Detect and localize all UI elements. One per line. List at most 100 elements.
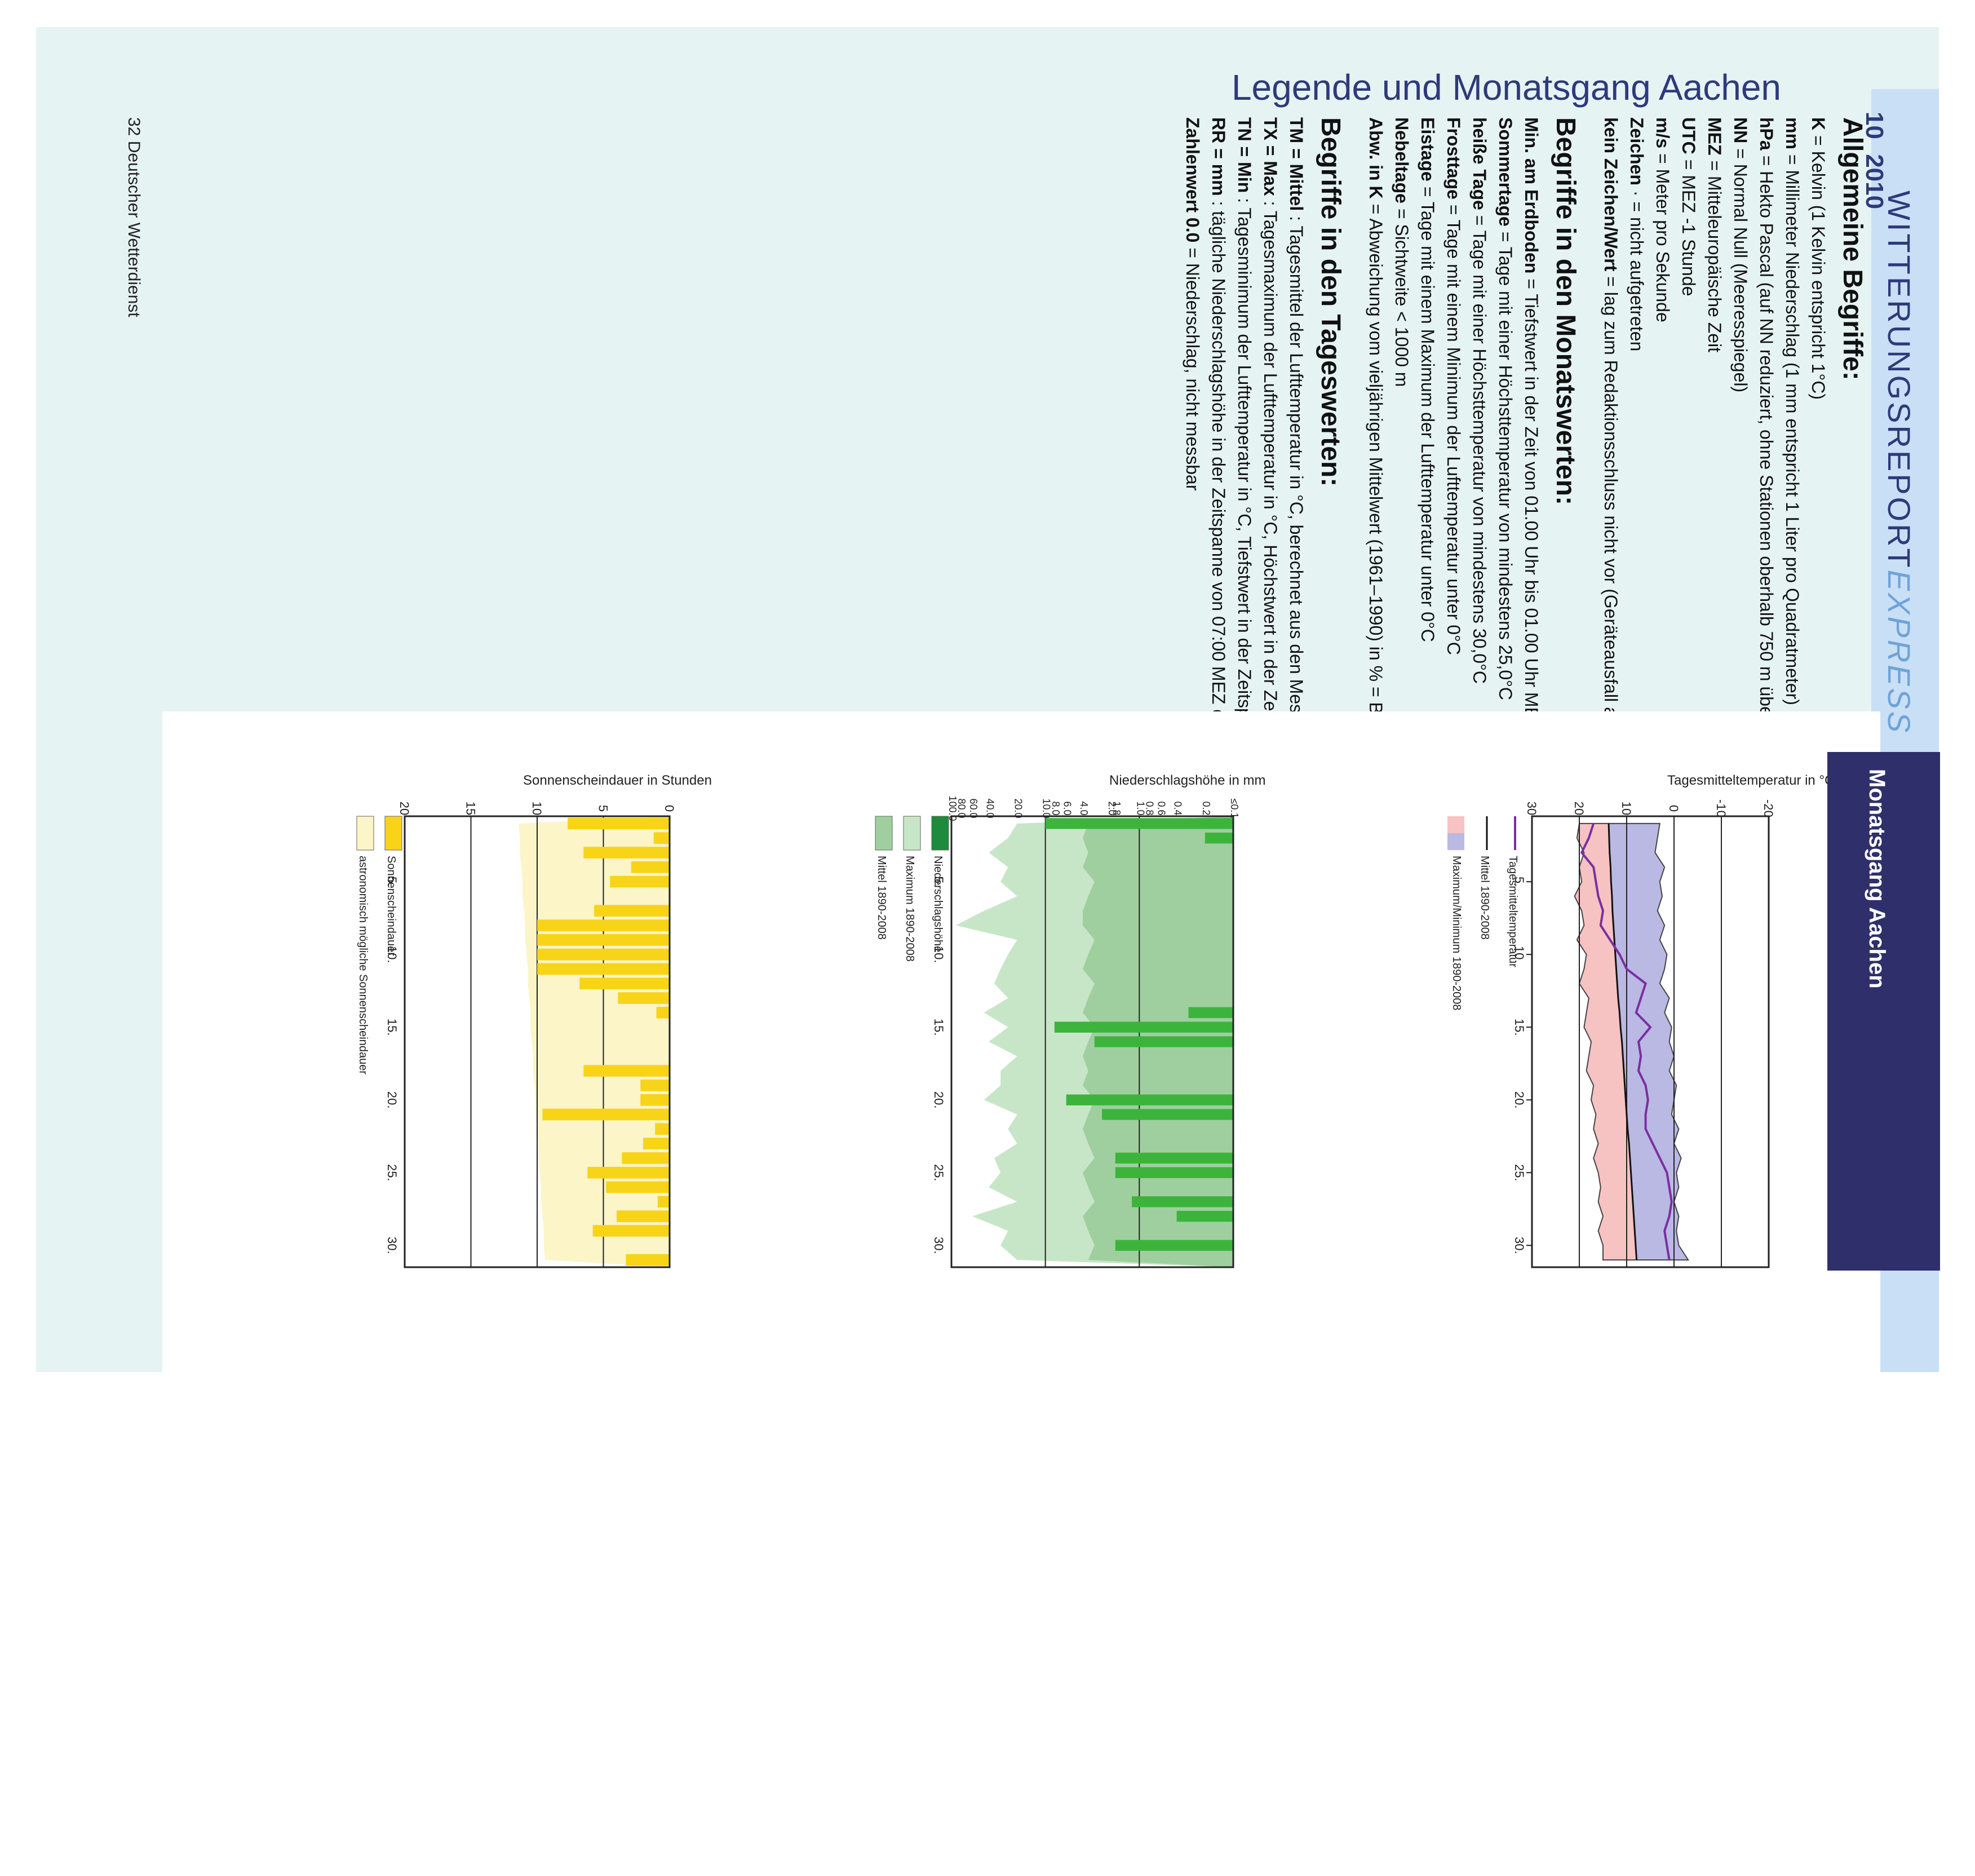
definition-text: = Kelvin (1 Kelvin entspricht 1°C) xyxy=(1808,130,1828,400)
sun-bar xyxy=(640,1094,670,1106)
x-tick-label: 25. xyxy=(1512,1164,1526,1182)
definition-term: Frosttage xyxy=(1443,117,1464,200)
brand-accent: EXPRESS xyxy=(1881,569,1917,735)
x-tick-label: 25. xyxy=(932,1164,946,1182)
y-tick-label: 15 xyxy=(464,802,478,815)
sun-bar xyxy=(617,1210,670,1222)
precip-bar xyxy=(1045,818,1233,829)
sun-bar xyxy=(643,1138,670,1149)
sunshine-chart: 0 5 10 15 20 5. 10. 15. 20. 25. 30. Sonnenscheindau… xyxy=(356,773,712,1268)
definition-text: = Tage mit einer Höchsttemperatur von mi… xyxy=(1495,226,1516,701)
definition-term: m/s xyxy=(1653,117,1673,149)
chart-title: Sonnenscheindauer in Stunden xyxy=(523,773,712,788)
legend-label: Mittel 1890-2008 xyxy=(875,856,888,940)
definition-term: kein Zeichen/Wert xyxy=(1601,117,1621,272)
chart-title: Tagesmitteltemperatur in °C xyxy=(1667,773,1834,788)
sun-bar xyxy=(537,934,670,946)
definition-text: = Sichtweite < 1000 m xyxy=(1392,203,1412,387)
sun-bar xyxy=(579,977,670,990)
page-title: Legende und Monatsgang Aachen xyxy=(1231,67,1781,108)
sun-bar xyxy=(631,861,670,873)
monatsgang-banner: Monatsgang Aachen xyxy=(1827,752,1940,1271)
y-tick-label: 30 xyxy=(1525,802,1539,815)
precip-bar xyxy=(1054,1021,1233,1033)
sun-bar xyxy=(606,1181,670,1193)
page: Legende und Monatsgang Aachen Allgemeine… xyxy=(36,27,1940,1399)
y-tick-label: 60.0 xyxy=(968,798,979,818)
sun-bar xyxy=(655,1123,670,1135)
precip-bar xyxy=(1102,1109,1233,1120)
y-tick-label: 5 xyxy=(596,805,610,812)
y-tick-label: 100.0 xyxy=(947,795,958,821)
precip-bar xyxy=(1115,1167,1233,1178)
definition-text: = Millimeter Niederschlag (1 mm entspric… xyxy=(1782,149,1803,706)
definition-term: TM = Mittel xyxy=(1286,117,1307,211)
y-tick-label: 2.0 xyxy=(1106,801,1118,815)
y-tick-label: 20 xyxy=(397,802,411,815)
precip-bar xyxy=(1205,833,1233,844)
y-tick-label: 1.0 xyxy=(1135,801,1146,815)
definition-term: heiße Tage xyxy=(1469,117,1490,210)
legend-label: Maximum/Minimum 1890-2008 xyxy=(1450,856,1463,1011)
sun-bar xyxy=(537,963,670,975)
sun-bar xyxy=(583,1065,670,1077)
legend-label: Sonnenscheindauer xyxy=(385,856,397,956)
y-tick-label: ≤0.1 xyxy=(1229,799,1240,818)
definition-term: hPa xyxy=(1756,117,1777,151)
x-tick-label: 10. xyxy=(1512,946,1526,963)
legend-label: astronomisch mögliche Sonnenscheindauer xyxy=(357,856,369,1074)
definition-text: = MEZ -1 Stunde xyxy=(1679,154,1699,297)
definition-text: = Normal Null (Meeresspiegel) xyxy=(1730,143,1751,393)
definition-term: TN = Min xyxy=(1234,117,1255,193)
chart-title: Niederschlagshöhe in mm xyxy=(1109,773,1265,788)
x-tick-label: 5. xyxy=(932,877,946,887)
x-tick-label: 20. xyxy=(385,1091,399,1109)
y-tick-label: 0.8 xyxy=(1144,801,1155,815)
legend-swatch xyxy=(384,816,402,851)
legend-label: Mittel 1890-2008 xyxy=(1478,856,1491,940)
x-tick-label: 30. xyxy=(1512,1237,1526,1254)
y-tick-label: 0.6 xyxy=(1155,801,1167,815)
y-tick-label: 20.0 xyxy=(1012,798,1024,818)
sun-bar xyxy=(583,847,670,859)
x-tick-label: 15. xyxy=(385,1019,399,1036)
definition-term: Nebeltage xyxy=(1392,117,1412,203)
monatsgang-label: Monatsgang Aachen xyxy=(1865,769,1889,989)
legend-swatch xyxy=(931,816,949,851)
y-tick-label: 10 xyxy=(1619,802,1633,815)
definition-text: = Mitteleuropäische Zeit xyxy=(1704,155,1725,353)
sun-bar xyxy=(640,1079,670,1091)
plot-frame xyxy=(1531,815,1770,1268)
sun-bar xyxy=(657,1196,670,1208)
sun-bar xyxy=(610,875,670,888)
footer: 32 Deutscher Wetterdienst xyxy=(125,117,143,317)
legend-swatch xyxy=(1447,816,1464,833)
sun-bar xyxy=(568,817,670,830)
legend-label: Tagesmitteltemperatur xyxy=(1507,856,1519,967)
precip-bar xyxy=(1066,1094,1233,1105)
definition-text: = Tage mit einer Höchsttemperatur von mi… xyxy=(1469,210,1490,684)
y-tick-label: 10 xyxy=(530,802,544,815)
sun-bar xyxy=(626,1254,670,1266)
temp-daily-line xyxy=(1580,823,1673,1260)
definition-text: = Hekto Pascal (auf NN reduziert, ohne S… xyxy=(1756,150,1777,760)
x-tick-label: 10. xyxy=(932,946,946,963)
definition-term: Sommertage xyxy=(1495,117,1516,227)
definition-term: mm xyxy=(1782,117,1803,149)
temperature-chart: -20 -10 0 10 20 30 5. 10. 15. 20. 25. 30. Tagesmitte… xyxy=(1447,773,1834,1268)
sun-bar xyxy=(592,1225,670,1237)
precipitation-chart: ≤0.1 0.2 0.4 0.60.81.0 1.82.0 4.0 6.08.010.0 20… xyxy=(875,773,1265,1268)
definition-term: UTC xyxy=(1679,117,1699,154)
x-tick-label: 30. xyxy=(932,1237,946,1254)
y-tick-label: 0.2 xyxy=(1201,801,1212,815)
x-tick-label: 10. xyxy=(385,946,399,963)
y-tick-label: 0 xyxy=(662,805,676,812)
precip-bar xyxy=(1115,1240,1233,1251)
definition-term: Min. am Erdboden xyxy=(1521,117,1542,274)
precip-bar xyxy=(1094,1036,1233,1047)
definition-term: RR = mm xyxy=(1208,117,1229,196)
definition-term: Eistage xyxy=(1418,117,1438,182)
y-tick-label: 80.0 xyxy=(956,798,967,818)
y-tick-label: -20 xyxy=(1761,799,1775,817)
chart-panel: -20 -10 0 10 20 30 5. 10. 15. 20. 25. 30. Tagesmitte… xyxy=(162,711,1880,1399)
